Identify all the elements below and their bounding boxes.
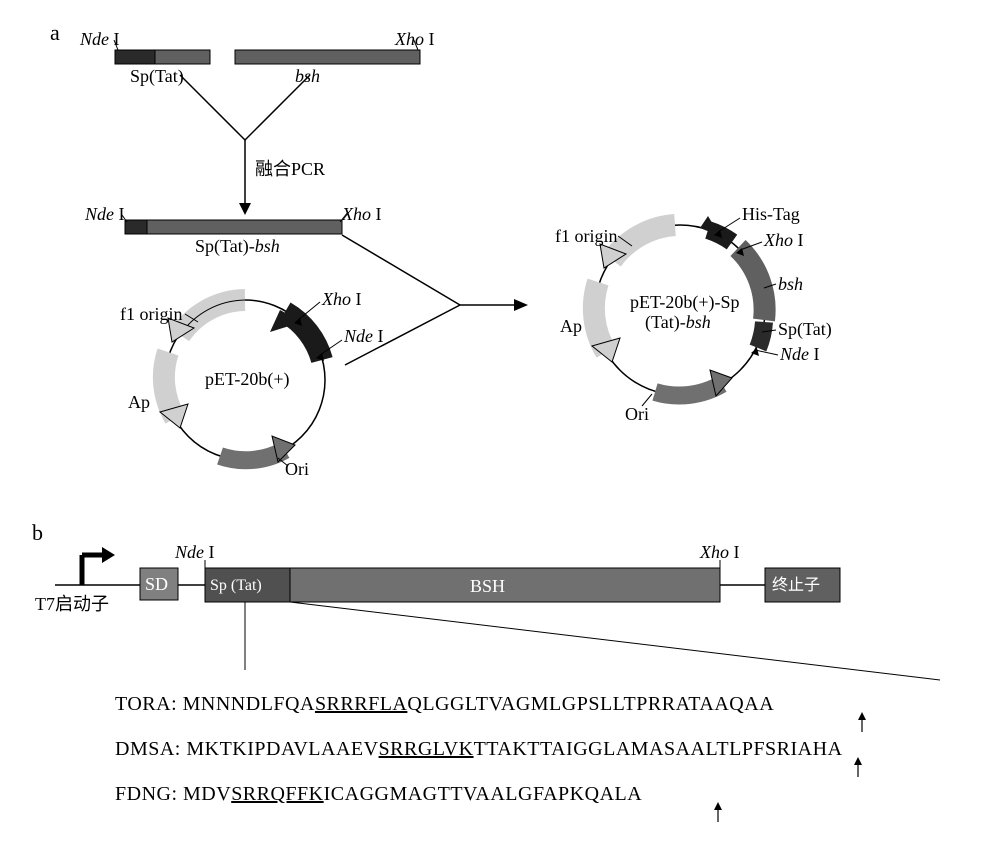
svg-text:Xho I: Xho I	[341, 204, 382, 224]
left-plasmid-name: pET-20b(+)	[205, 369, 289, 390]
panel-b-label: b	[32, 520, 43, 546]
svg-text:Xho I: Xho I	[394, 29, 435, 49]
f1-origin-label-right: f1 origin	[555, 226, 618, 246]
svg-text:DMSA: MKTKIPDAVLAAEVSRRGLVKTTA: DMSA: MKTKIPDAVLAAEVSRRGLVKTTAKTTAIGGLAM…	[115, 738, 843, 760]
diagram-svg: Nde I Xho I Sp(Tat) bsh 融合PCR Nde I Xho …	[20, 20, 980, 840]
bsh-label: bsh	[295, 66, 320, 86]
sd-label: SD	[145, 574, 168, 594]
panel-a-label: a	[50, 20, 60, 46]
right-plasmid: f1 origin Ap Ori His-Tag Xho I bsh Sp(Ta…	[555, 204, 832, 424]
his-tag-label: His-Tag	[742, 204, 800, 224]
sp-tat-bsh-label: Sp(Tat)-bsh	[195, 236, 280, 257]
panel-b-construct: T7启动子 SD Sp (Tat) BSH 终止子 Nde I Xho I	[35, 542, 940, 680]
svg-text:(Tat)-bsh: (Tat)-bsh	[645, 312, 711, 333]
ap-label-right: Ap	[560, 316, 582, 336]
sp-tat-label: Sp(Tat)	[130, 66, 184, 87]
ori-label-left: Ori	[285, 459, 309, 479]
svg-text:FDNG: MDVSRRQFFKICAGGMAGTTVAAL: FDNG: MDVSRRQFFKICAGGMAGTTVAALGFAPKQALA	[115, 783, 642, 805]
right-plasmid-name-l1: pET-20b(+)-Sp	[630, 292, 739, 313]
svg-text:Nde I: Nde I	[779, 344, 820, 364]
t7-promoter-label: T7启动子	[35, 594, 109, 614]
ap-label-left: Ap	[128, 392, 150, 412]
svg-text:Xho I: Xho I	[321, 289, 362, 309]
svg-text:Nde I: Nde I	[174, 542, 215, 562]
xho-label-top-right: Xho	[394, 29, 424, 49]
seq-dmsa-name: DMSA:	[115, 738, 186, 760]
sequences: TORA: MNNNDLFQASRRRFLAQLGGLTVAGMLGPSLLTP…	[115, 693, 866, 822]
svg-text:Nde I: Nde I	[84, 204, 125, 224]
bsh-label-right: bsh	[778, 274, 803, 294]
svg-text:TORA: MNNNDLFQASRRRFLAQLGGLTVA: TORA: MNNNDLFQASRRRFLAQLGGLTVAGMLGPSLLTP…	[115, 693, 774, 715]
svg-text:Nde I: Nde I	[343, 326, 384, 346]
left-plasmid: f1 origin Ap Ori Xho I Nde I pET-20b(+)	[120, 289, 384, 479]
f1-origin-label-left: f1 origin	[120, 304, 183, 324]
nde-label-top-left: Nde	[79, 29, 109, 49]
svg-text:Nde I: Nde I	[79, 29, 120, 49]
ori-label-right: Ori	[625, 404, 649, 424]
seq-tora-name: TORA:	[115, 693, 183, 715]
svg-text:Xho I: Xho I	[763, 230, 804, 250]
bsh-box-label: BSH	[470, 576, 505, 596]
sp-tat-box-label: Sp (Tat)	[210, 577, 262, 594]
fusion-pcr-label: 融合PCR	[255, 159, 325, 179]
terminator-label: 终止子	[772, 576, 820, 594]
sp-tat-label-right: Sp(Tat)	[778, 319, 832, 340]
svg-text:Xho I: Xho I	[699, 542, 740, 562]
seq-fdng-name: FDNG:	[115, 783, 183, 805]
